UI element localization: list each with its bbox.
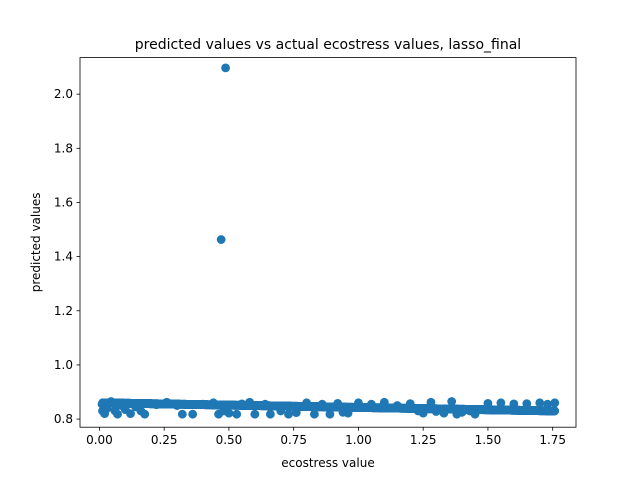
data-point xyxy=(179,399,189,409)
data-point xyxy=(140,409,150,419)
data-point xyxy=(525,406,534,415)
data-point xyxy=(162,397,172,407)
y-tick-label: 1.6 xyxy=(54,195,73,209)
x-axis-label: ecostress value xyxy=(281,456,374,470)
x-tick-label: 1.00 xyxy=(345,433,372,447)
data-point xyxy=(325,409,335,419)
data-point xyxy=(232,409,242,419)
data-point xyxy=(354,398,363,408)
x-tick-label: 0.75 xyxy=(280,433,307,447)
data-point xyxy=(317,399,327,409)
y-tick-label: 1.4 xyxy=(54,250,73,264)
data-point xyxy=(493,405,503,415)
data-point xyxy=(543,399,552,409)
data-point xyxy=(431,407,441,416)
data-point xyxy=(550,398,560,408)
data-point xyxy=(405,399,415,409)
data-point xyxy=(535,398,545,408)
data-point xyxy=(310,409,319,419)
data-point xyxy=(216,235,226,244)
data-point xyxy=(221,63,230,73)
data-point xyxy=(106,397,116,406)
data-point xyxy=(286,401,296,411)
data-point xyxy=(509,405,519,415)
data-point xyxy=(379,397,389,407)
axes-frame xyxy=(79,57,577,428)
data-point xyxy=(291,408,301,417)
data-point xyxy=(426,397,436,407)
data-point xyxy=(260,399,270,409)
data-point xyxy=(198,399,208,409)
data-point xyxy=(102,403,112,413)
y-tick-label: 1.2 xyxy=(54,304,73,318)
data-point xyxy=(447,397,457,406)
data-point xyxy=(302,398,312,408)
data-point xyxy=(189,400,199,409)
y-axis-label: predicted values xyxy=(29,193,43,293)
data-point xyxy=(237,399,247,409)
y-axis-ticks: 0.8 1.0 1.2 1.4 1.6 1.8 2.0 xyxy=(54,87,80,426)
data-point xyxy=(439,408,449,418)
data-point xyxy=(534,406,544,416)
data-point xyxy=(366,399,376,409)
y-tick-label: 1.8 xyxy=(54,141,73,155)
x-tick-label: 0.25 xyxy=(151,433,178,447)
y-tick-label: 2.0 xyxy=(54,87,73,101)
x-axis-ticks: 0.00 0.25 0.50 0.75 1.00 1.25 1.50 1.75 xyxy=(86,427,566,447)
data-points xyxy=(97,63,560,419)
data-point xyxy=(550,406,560,416)
data-point xyxy=(509,399,519,409)
data-point xyxy=(392,401,402,410)
data-point xyxy=(475,405,485,414)
chart-title: predicted values vs actual ecostress val… xyxy=(135,37,521,53)
data-point xyxy=(496,398,506,408)
data-point xyxy=(250,409,260,419)
data-point xyxy=(457,407,467,417)
x-tick-label: 0.50 xyxy=(216,433,243,447)
x-tick-label: 1.25 xyxy=(410,433,437,447)
x-tick-label: 1.50 xyxy=(475,433,502,447)
data-point xyxy=(177,409,187,419)
data-point xyxy=(113,409,122,419)
y-tick-label: 1.0 xyxy=(54,358,73,372)
data-point xyxy=(188,409,198,419)
data-point xyxy=(144,398,154,408)
data-point xyxy=(126,409,135,419)
data-point xyxy=(284,409,293,419)
data-point xyxy=(484,405,494,415)
y-tick-label: 0.8 xyxy=(54,412,73,426)
plot-area xyxy=(80,57,576,428)
x-tick-label: 1.75 xyxy=(539,433,566,447)
data-point xyxy=(230,400,239,410)
data-point xyxy=(418,408,428,418)
data-point xyxy=(522,399,532,409)
data-point xyxy=(172,401,182,410)
data-point xyxy=(333,398,343,408)
data-point xyxy=(265,409,275,419)
data-point xyxy=(276,406,286,416)
x-tick-label: 0.00 xyxy=(86,433,113,447)
data-point xyxy=(245,397,255,407)
data-point xyxy=(224,408,234,418)
data-point xyxy=(343,408,353,418)
data-point xyxy=(208,398,218,408)
data-point xyxy=(152,400,161,410)
data-point xyxy=(483,398,493,408)
